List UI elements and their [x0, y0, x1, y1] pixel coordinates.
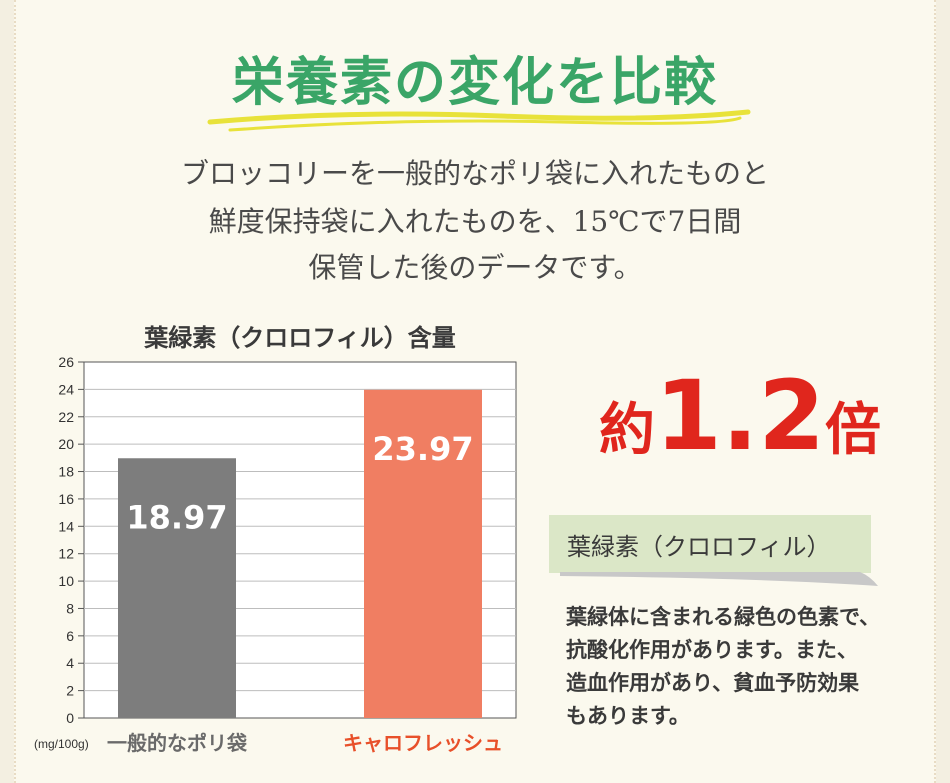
y-tick-label: 22: [58, 409, 74, 425]
info-heading: 葉緑素（クロロフィル）: [549, 515, 871, 573]
y-tick-label: 20: [58, 436, 74, 452]
x-category-label: 一般的なポリ袋: [107, 731, 248, 755]
ratio-suffix: 倍: [825, 397, 882, 463]
info-line-3: 造血作用があり、貧血予防効果: [566, 670, 860, 695]
y-tick-label: 2: [66, 683, 74, 699]
chlorophyll-bar-chart: 02468101214161820222426(mg/100g)18.97一般的…: [34, 355, 517, 755]
info-heading-shadow: [560, 572, 878, 586]
page-title: 栄養素の変化を比較: [231, 52, 718, 113]
y-tick-label: 10: [58, 573, 74, 589]
ratio-number: 1.2: [654, 360, 826, 472]
bar-value-label: 23.97: [372, 430, 473, 468]
info-line-1: 葉緑体に含まれる緑色の色素で、: [566, 604, 881, 629]
y-unit-label: (mg/100g): [34, 737, 89, 751]
chart-title: 葉緑素（クロロフィル）含量: [144, 323, 456, 352]
y-tick-label: 16: [58, 491, 74, 507]
y-tick-label: 26: [58, 355, 74, 370]
intro-line-2: 鮮度保持袋に入れたものを、15℃で7日間: [208, 205, 742, 238]
intro-line-1: ブロッコリーを一般的なポリ袋に入れたものと: [180, 157, 769, 190]
y-tick-label: 6: [66, 628, 74, 644]
y-tick-label: 0: [66, 710, 74, 726]
bar: [118, 458, 236, 718]
y-tick-label: 14: [58, 518, 74, 534]
intro-line-3: 保管した後のデータです。: [308, 251, 642, 284]
bar-value-label: 18.97: [126, 498, 227, 536]
ratio-prefix: 約: [598, 397, 655, 463]
y-tick-label: 8: [66, 600, 74, 616]
title-underline: [207, 109, 751, 132]
y-tick-label: 18: [58, 464, 74, 480]
info-line-4: もあります。: [566, 703, 690, 728]
bar: [364, 389, 482, 718]
info-heading-text: 葉緑素（クロロフィル）: [567, 532, 831, 561]
info-line-2: 抗酸化作用があります。また、: [566, 637, 858, 662]
ratio-callout: 約1.2倍: [540, 360, 940, 472]
y-tick-label: 12: [58, 546, 74, 562]
y-tick-label: 4: [66, 655, 74, 671]
x-category-label: キャロフレッシュ: [343, 731, 503, 755]
y-tick-label: 24: [58, 381, 74, 397]
info-description: 葉緑体に含まれる緑色の色素で、 抗酸化作用があります。また、 造血作用があり、貧…: [566, 600, 926, 732]
